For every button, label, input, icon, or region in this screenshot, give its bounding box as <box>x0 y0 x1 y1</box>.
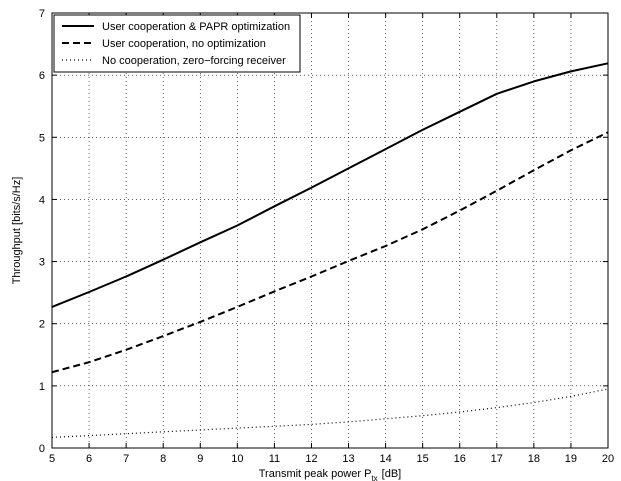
x-tick-label: 20 <box>602 453 614 465</box>
y-tick-label: 5 <box>39 132 45 144</box>
series-line-3 <box>51 388 609 438</box>
plot-area-frame <box>51 12 609 449</box>
y-tick-label: 3 <box>39 257 45 269</box>
x-axis-label-unit: [dB] <box>382 468 402 480</box>
legend-label-2: User cooperation, no optimization <box>102 38 266 50</box>
y-tick-label: 4 <box>39 194 45 206</box>
x-tick-label: 15 <box>417 453 429 465</box>
x-tick-label: 9 <box>197 453 203 465</box>
legend-label-3: No cooperation, zero−forcing receiver <box>102 55 286 67</box>
x-tick-label: 8 <box>160 453 166 465</box>
legend-entries: User cooperation & PAPR optimization User… <box>62 21 290 67</box>
x-tick-label: 6 <box>86 453 92 465</box>
x-tick-label: 14 <box>379 453 391 465</box>
x-axis-label-subscript: tx <box>371 474 377 481</box>
legend: User cooperation & PAPR optimization User… <box>53 14 301 73</box>
x-axis-label: Transmit peak power Ptx [dB] <box>259 468 402 481</box>
legend-label-1: User cooperation & PAPR optimization <box>102 21 290 33</box>
x-tick-label: 10 <box>231 453 243 465</box>
y-tick-label: 2 <box>39 319 45 331</box>
x-axis-label-main: Transmit peak power P <box>259 468 372 480</box>
series-lines <box>51 62 609 438</box>
x-tick-label: 17 <box>491 453 503 465</box>
series-line-1 <box>51 62 609 308</box>
legend-box <box>53 14 301 73</box>
grid <box>52 13 608 448</box>
y-tick-label: 0 <box>39 443 45 455</box>
x-tick-label: 13 <box>342 453 354 465</box>
y-tick-label: 1 <box>39 381 45 393</box>
x-tick-label: 12 <box>305 453 317 465</box>
x-tick-label: 16 <box>454 453 466 465</box>
x-tick-label: 19 <box>565 453 577 465</box>
x-tick-label: 18 <box>528 453 540 465</box>
y-tick-label: 6 <box>39 70 45 82</box>
x-tick-label: 5 <box>49 453 55 465</box>
x-tick-label: 7 <box>123 453 129 465</box>
y-axis-label: Throughput [bits/s/Hz] <box>11 177 23 285</box>
y-tick-label: 7 <box>39 8 45 20</box>
x-tick-label: 11 <box>269 453 280 465</box>
